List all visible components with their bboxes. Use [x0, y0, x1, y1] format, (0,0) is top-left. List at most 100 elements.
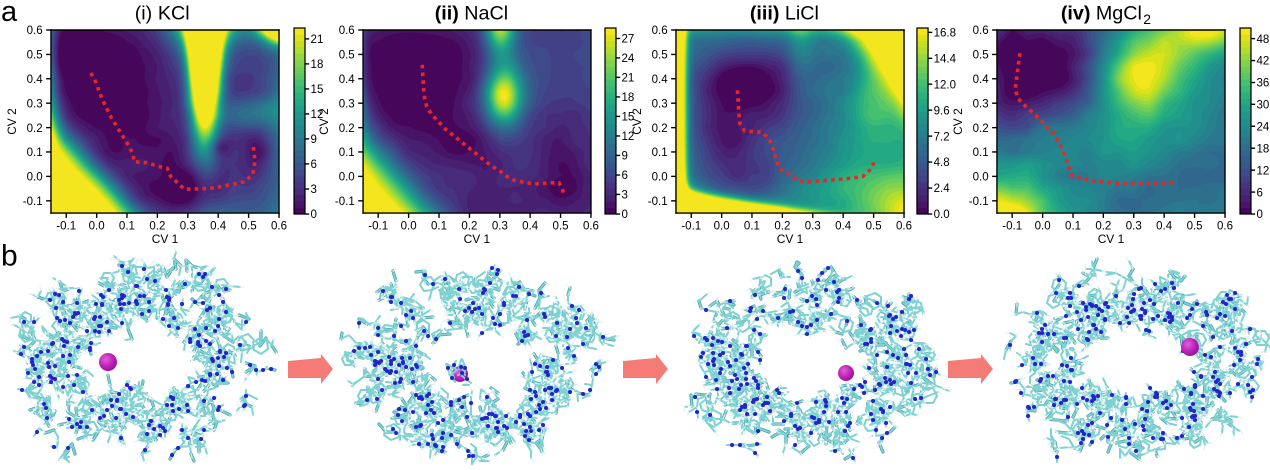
svg-text:0: 0: [622, 209, 628, 221]
svg-text:0.2: 0.2: [1095, 221, 1111, 233]
svg-text:27: 27: [622, 34, 635, 46]
svg-text:9: 9: [622, 151, 628, 163]
svg-text:0.1: 0.1: [744, 221, 760, 233]
svg-text:15: 15: [311, 84, 324, 96]
svg-text:0.2: 0.2: [652, 123, 668, 135]
svg-text:0.0: 0.0: [401, 221, 417, 233]
svg-text:0.4: 0.4: [27, 74, 44, 86]
svg-text:21: 21: [622, 73, 635, 85]
svg-text:0.2: 0.2: [461, 221, 477, 233]
svg-text:24: 24: [1257, 121, 1270, 133]
svg-text:0.0: 0.0: [934, 209, 950, 221]
svg-text:12: 12: [622, 131, 635, 143]
svg-text:CV 1: CV 1: [777, 232, 804, 246]
svg-text:LiCl: LiCl: [785, 2, 819, 24]
svg-text:0.1: 0.1: [652, 147, 668, 159]
svg-text:CV 2: CV 2: [951, 108, 965, 135]
svg-text:MgCl: MgCl: [1096, 2, 1142, 24]
svg-text:0.1: 0.1: [973, 147, 989, 159]
svg-text:0.3: 0.3: [652, 98, 668, 110]
svg-text:-0.1: -0.1: [1002, 221, 1022, 233]
svg-text:CV 1: CV 1: [1098, 232, 1125, 246]
svg-text:21: 21: [311, 34, 324, 46]
svg-text:0.4: 0.4: [339, 74, 356, 86]
svg-text:0.0: 0.0: [714, 221, 730, 233]
svg-text:a: a: [1, 0, 18, 28]
svg-text:CV 2: CV 2: [317, 108, 331, 135]
svg-text:0.4: 0.4: [1156, 221, 1173, 233]
svg-text:0.3: 0.3: [805, 221, 821, 233]
svg-text:2: 2: [1143, 11, 1151, 27]
svg-text:0.4: 0.4: [835, 221, 852, 233]
svg-text:KCl: KCl: [158, 2, 190, 24]
svg-text:-0.1: -0.1: [681, 221, 701, 233]
svg-text:0.2: 0.2: [973, 123, 989, 135]
svg-text:0.1: 0.1: [431, 221, 447, 233]
svg-text:0.2: 0.2: [27, 123, 43, 135]
svg-text:0.4: 0.4: [973, 74, 990, 86]
svg-text:0.5: 0.5: [652, 50, 668, 62]
svg-text:24: 24: [622, 53, 635, 65]
svg-text:16.8: 16.8: [934, 28, 956, 40]
svg-text:0.5: 0.5: [339, 50, 355, 62]
svg-text:0.5: 0.5: [973, 50, 989, 62]
svg-text:0.4: 0.4: [210, 221, 227, 233]
svg-text:0.6: 0.6: [1217, 221, 1233, 233]
svg-text:CV 1: CV 1: [152, 232, 179, 246]
svg-text:0.3: 0.3: [973, 98, 989, 110]
svg-text:7.2: 7.2: [934, 131, 950, 143]
svg-text:0.0: 0.0: [1035, 221, 1051, 233]
svg-text:-0.1: -0.1: [648, 196, 668, 208]
svg-text:0.1: 0.1: [1065, 221, 1081, 233]
svg-text:4.8: 4.8: [934, 157, 950, 169]
svg-text:-0.1: -0.1: [23, 196, 43, 208]
svg-text:0.6: 0.6: [896, 221, 912, 233]
svg-text:(i): (i): [135, 2, 153, 24]
svg-text:CV 2: CV 2: [5, 108, 19, 135]
svg-text:0.3: 0.3: [339, 98, 355, 110]
svg-text:0: 0: [311, 209, 317, 221]
svg-text:0.6: 0.6: [652, 25, 668, 37]
svg-text:0.0: 0.0: [339, 172, 355, 184]
svg-text:30: 30: [1257, 100, 1270, 112]
svg-text:12.0: 12.0: [934, 79, 956, 91]
svg-text:42: 42: [1257, 56, 1270, 68]
svg-text:0.2: 0.2: [339, 123, 355, 135]
svg-text:0.6: 0.6: [27, 25, 43, 37]
svg-text:(iii): (iii): [750, 2, 780, 24]
svg-text:18: 18: [311, 59, 324, 71]
svg-text:18: 18: [622, 92, 635, 104]
svg-text:3: 3: [622, 190, 628, 202]
svg-text:0.3: 0.3: [1126, 221, 1142, 233]
svg-text:0.5: 0.5: [866, 221, 882, 233]
svg-text:9.6: 9.6: [934, 105, 950, 117]
svg-text:-0.1: -0.1: [56, 221, 76, 233]
svg-text:6: 6: [311, 159, 317, 171]
svg-text:0.5: 0.5: [241, 221, 257, 233]
svg-text:-0.1: -0.1: [368, 221, 388, 233]
svg-text:0.4: 0.4: [652, 74, 669, 86]
svg-text:0.1: 0.1: [27, 147, 43, 159]
svg-text:0.1: 0.1: [339, 147, 355, 159]
svg-text:0.2: 0.2: [149, 221, 165, 233]
svg-text:0.3: 0.3: [27, 98, 43, 110]
svg-text:-0.1: -0.1: [969, 196, 989, 208]
svg-text:12: 12: [1257, 165, 1270, 177]
svg-text:b: b: [1, 240, 18, 273]
svg-text:0.1: 0.1: [119, 221, 135, 233]
svg-text:0.4: 0.4: [522, 221, 539, 233]
svg-text:0.6: 0.6: [973, 25, 989, 37]
svg-text:CV 2: CV 2: [630, 108, 644, 135]
svg-text:0.0: 0.0: [652, 172, 668, 184]
svg-text:36: 36: [1257, 78, 1270, 90]
svg-text:0.0: 0.0: [27, 172, 43, 184]
svg-text:15: 15: [622, 112, 635, 124]
svg-text:18: 18: [1257, 143, 1270, 155]
svg-text:9: 9: [311, 134, 317, 146]
svg-text:0.3: 0.3: [492, 221, 508, 233]
svg-text:6: 6: [1257, 187, 1263, 199]
svg-text:0.6: 0.6: [583, 221, 599, 233]
svg-text:2.4: 2.4: [934, 183, 951, 195]
svg-text:0.3: 0.3: [180, 221, 196, 233]
svg-text:48: 48: [1257, 34, 1270, 46]
